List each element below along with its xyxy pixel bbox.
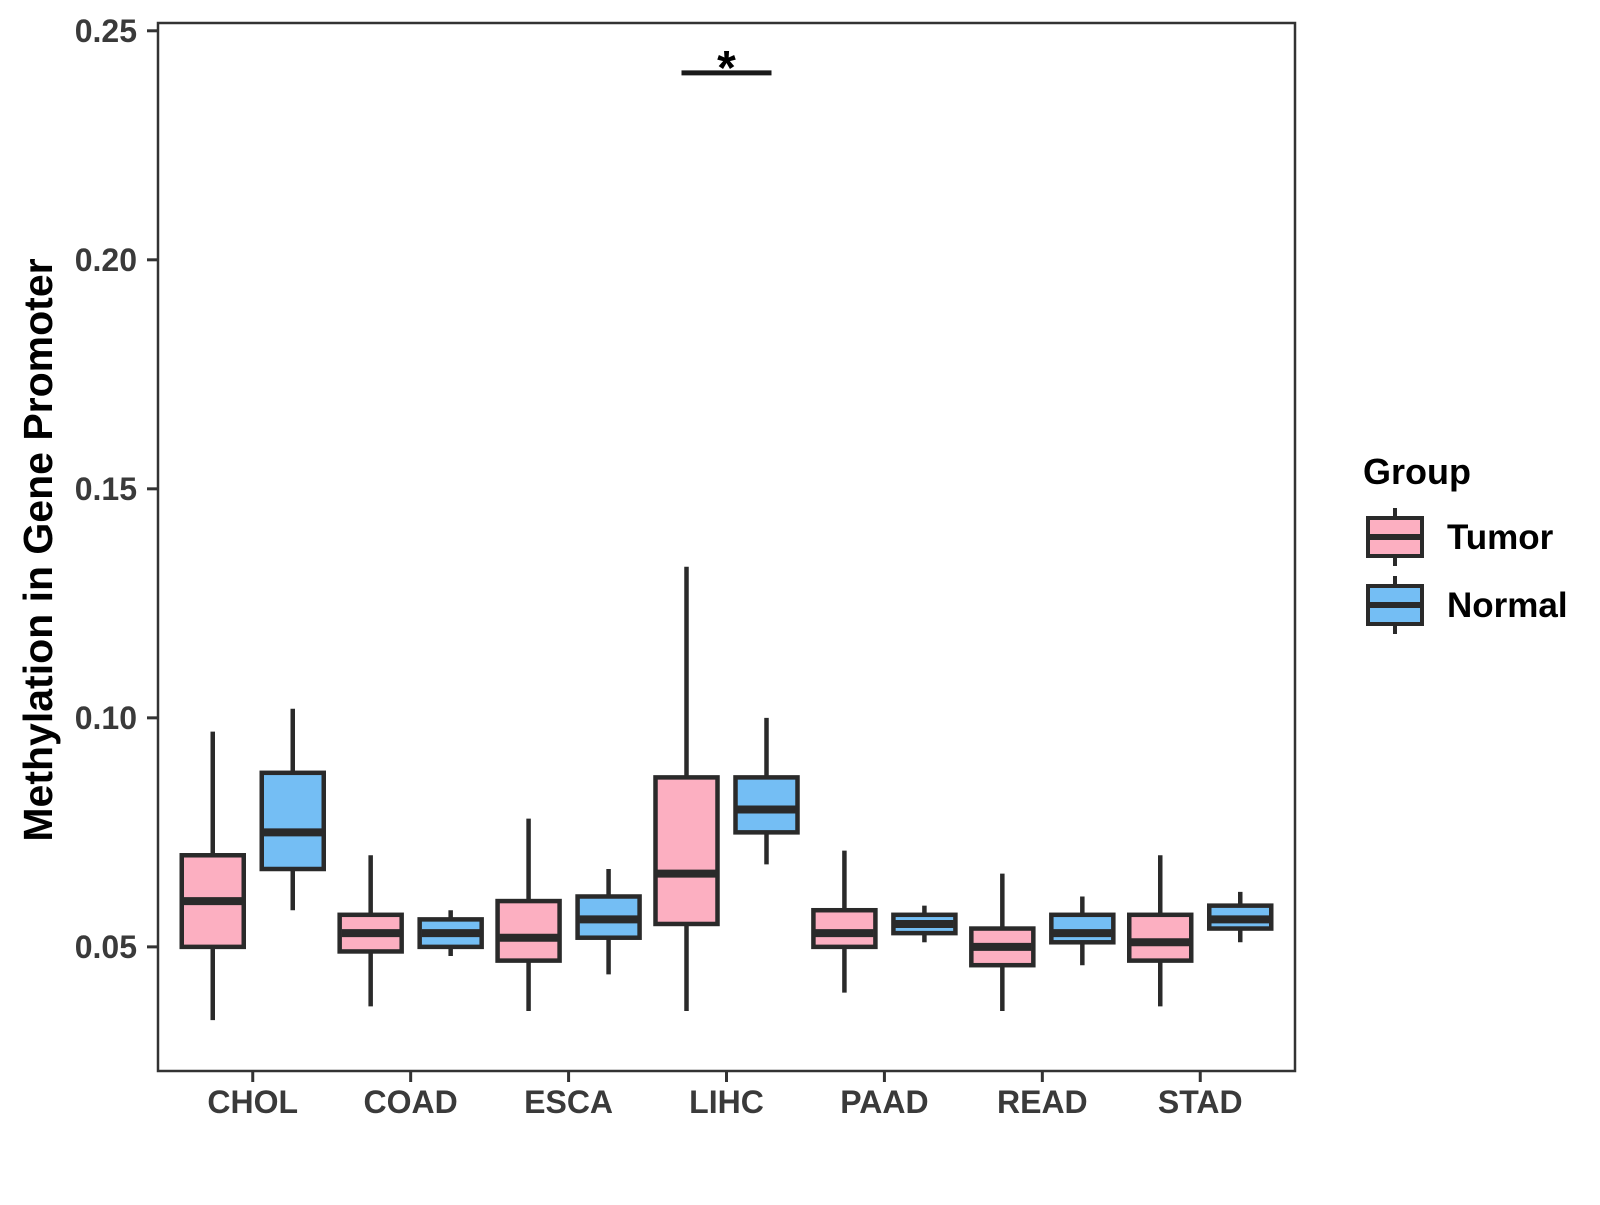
box-lihc-normal <box>733 775 800 835</box>
y-axis-tick-label-3: 0.20 <box>75 242 137 278</box>
x-axis-label-chol: CHOL <box>207 1084 298 1120</box>
box-stad-tumor <box>1127 912 1194 963</box>
x-axis-label-esca: ESCA <box>524 1084 613 1120</box>
box-chol-normal <box>259 770 326 872</box>
y-axis-tick-label-2: 0.15 <box>75 471 137 507</box>
x-axis-label-coad: COAD <box>364 1084 458 1120</box>
box-lihc-tumor <box>653 775 720 927</box>
significance-star-lihc: * <box>717 42 736 95</box>
box-read-normal <box>1049 912 1116 945</box>
legend-label-normal: Normal <box>1447 586 1568 625</box>
y-axis-tick-label-1: 0.10 <box>75 700 137 736</box>
y-axis-tick-label-4: 0.25 <box>75 13 137 49</box>
y-axis-title: Methylation in Gene Promoter <box>15 258 61 841</box>
legend-title: Group <box>1363 451 1471 492</box>
x-axis-label-paad: PAAD <box>840 1084 928 1120</box>
y-axis-tick-label-0: 0.05 <box>75 929 137 965</box>
x-axis-label-read: READ <box>997 1084 1088 1120</box>
x-axis-label-lihc: LIHC <box>689 1084 764 1120</box>
box-paad-tumor <box>811 907 878 950</box>
plot-panel <box>156 21 1297 1073</box>
x-axis-label-stad: STAD <box>1158 1084 1243 1120</box>
legend-label-tumor: Tumor <box>1447 518 1554 557</box>
box-esca-tumor <box>495 898 562 963</box>
